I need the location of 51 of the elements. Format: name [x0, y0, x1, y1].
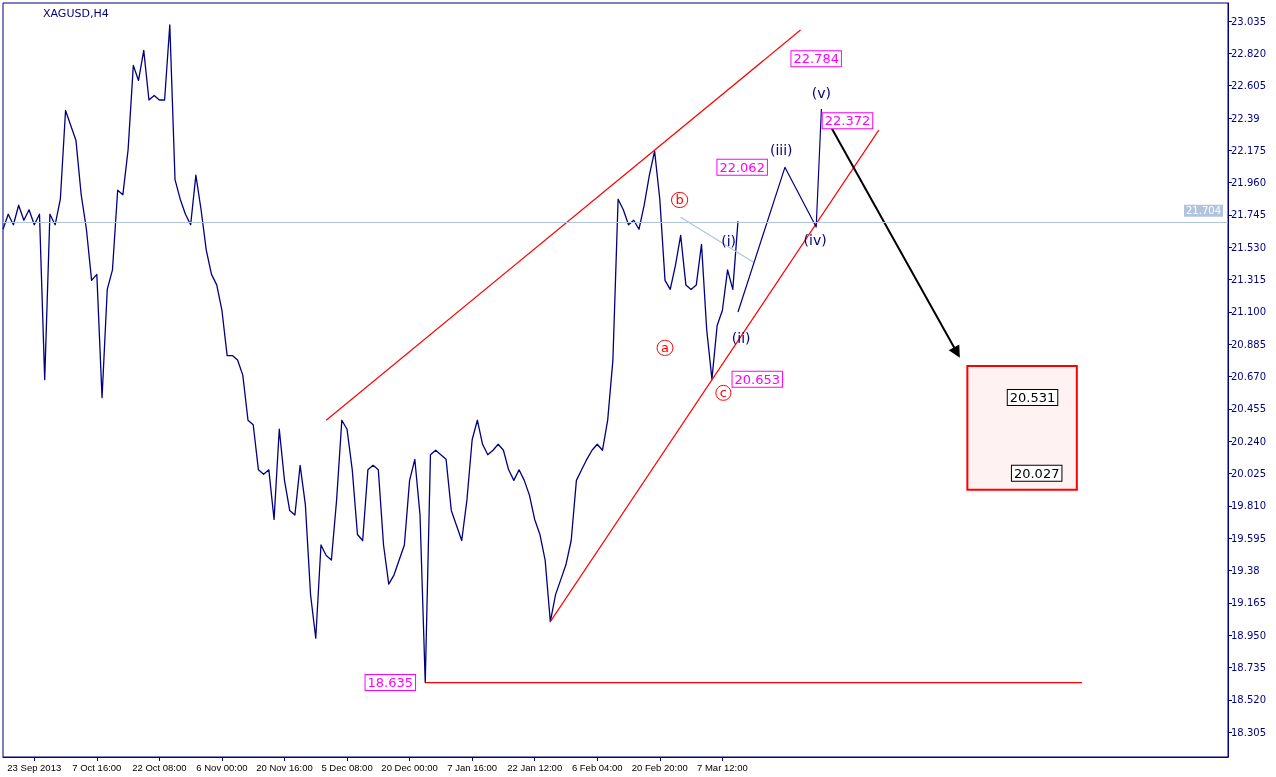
- annotation: (iv): [803, 231, 827, 248]
- y-tick-label: 18.735: [1231, 662, 1266, 674]
- annotation: 22.372: [824, 113, 871, 129]
- annotation: b: [675, 192, 684, 208]
- y-tick-label: 18.305: [1231, 726, 1266, 738]
- x-tick-label: 22 Oct 08:00: [132, 761, 187, 773]
- annotation: 18.635: [367, 675, 414, 691]
- annotation: (v): [811, 85, 832, 102]
- annotation: 20.027: [1013, 465, 1060, 481]
- y-tick-label: 21.745: [1231, 209, 1266, 221]
- y-tick-label: 21.530: [1231, 241, 1266, 253]
- y-tick-label: 22.39: [1231, 112, 1260, 124]
- y-tick-label: 22.175: [1231, 144, 1266, 156]
- annotation: 22.062: [719, 159, 765, 175]
- y-tick-label: 20.240: [1231, 435, 1266, 447]
- y-tick-label: 21.960: [1231, 177, 1266, 189]
- ref-line-label: 21.704: [1186, 205, 1221, 217]
- annotation: c: [719, 385, 727, 401]
- annotation: (i): [721, 233, 737, 249]
- x-tick-label: 20 Dec 00:00: [381, 761, 438, 773]
- y-tick-label: 20.885: [1231, 338, 1266, 350]
- y-tick-label: 22.605: [1231, 80, 1266, 92]
- y-tick-label: 20.670: [1231, 371, 1266, 383]
- x-tick-label: 20 Feb 20:00: [631, 761, 688, 773]
- x-tick-label: 7 Jan 16:00: [447, 761, 497, 773]
- y-tick-label: 19.595: [1231, 532, 1266, 544]
- x-tick-label: 6 Feb 04:00: [571, 761, 623, 773]
- annotation: (iii): [769, 142, 793, 159]
- x-tick-label: 7 Oct 16:00: [72, 761, 122, 773]
- y-tick-label: 19.38: [1231, 565, 1260, 577]
- chart-title: XAGUSD,H4: [43, 7, 109, 20]
- annotation: 22.784: [793, 51, 839, 67]
- annotation: 20.531: [1009, 390, 1056, 406]
- y-tick-label: 20.025: [1231, 468, 1266, 480]
- x-tick-label: 7 Mar 12:00: [697, 761, 748, 773]
- y-tick-label: 19.810: [1231, 500, 1266, 512]
- y-tick-label: 20.455: [1231, 403, 1266, 415]
- y-tick-label: 23.035: [1231, 15, 1266, 27]
- x-tick-label: 20 Nov 16:00: [256, 761, 313, 773]
- annotation: a: [661, 340, 670, 356]
- y-tick-label: 21.100: [1231, 306, 1266, 318]
- x-tick-label: 6 Nov 00:00: [196, 761, 248, 773]
- x-tick-label: 22 Jan 12:00: [507, 761, 563, 773]
- y-tick-label: 22.820: [1231, 47, 1266, 59]
- x-tick-label: 5 Dec 08:00: [321, 761, 373, 773]
- y-tick-label: 21.315: [1231, 274, 1266, 286]
- x-tick-label: 23 Sep 2013: [7, 761, 62, 773]
- y-tick-label: 18.950: [1231, 629, 1266, 641]
- y-tick-label: 19.165: [1231, 597, 1266, 609]
- annotation: 20.653: [734, 371, 781, 387]
- y-tick-label: 18.520: [1231, 694, 1266, 706]
